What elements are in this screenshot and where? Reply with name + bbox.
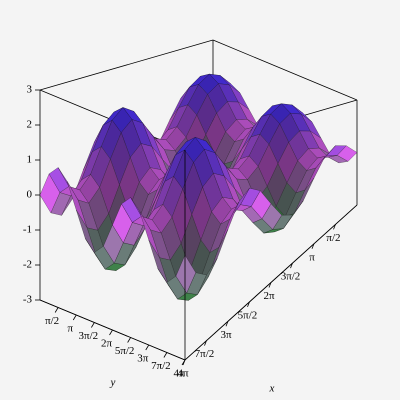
- x-tick-label: 3π: [220, 329, 232, 341]
- z-tick-label: -2: [23, 259, 32, 271]
- z-tick-label: 3: [27, 84, 33, 96]
- x-tick-label: 7π/2: [195, 348, 215, 360]
- y-tick-label: 4π: [173, 368, 185, 380]
- y-tick: [109, 329, 113, 336]
- y-tick-label: π/2: [45, 315, 59, 327]
- y-tick-label: 3π: [137, 353, 149, 365]
- y-tick-label: 3π/2: [79, 330, 99, 342]
- y-tick: [163, 352, 168, 358]
- y-tick: [127, 337, 131, 343]
- x-tick: [311, 243, 315, 249]
- z-tick-label: -3: [23, 294, 33, 306]
- y-tick-label: 2π: [101, 338, 113, 350]
- x-tick-label: 4π: [177, 368, 189, 380]
- x-axis-label: x: [269, 383, 275, 395]
- box-edge: [39, 39, 214, 91]
- z-tick-label: 2: [27, 119, 33, 131]
- y-tick: [72, 314, 77, 321]
- y-tick-label: π: [67, 323, 73, 335]
- z-tick-label: 1: [27, 154, 33, 166]
- x-tick-label: 2π: [263, 290, 275, 302]
- box-edge: [212, 39, 358, 101]
- x-tick-label: π: [309, 251, 315, 263]
- y-tick: [145, 344, 150, 351]
- y-tick-label: 5π/2: [115, 345, 135, 357]
- z-tick-label: 0: [27, 189, 33, 201]
- x-tick-label: 5π/2: [238, 309, 258, 321]
- x-tick: [204, 340, 207, 346]
- x-tick: [333, 224, 336, 230]
- y-tick: [54, 307, 59, 313]
- x-tick-label: π/2: [326, 232, 340, 244]
- y-axis-label: y: [110, 377, 116, 389]
- y-tick: [181, 359, 186, 366]
- x-tick: [225, 321, 229, 327]
- y-tick: [91, 322, 95, 328]
- x-tick: [268, 282, 272, 288]
- x-tick: [247, 301, 250, 308]
- x-tick-label: 3π/2: [281, 271, 301, 283]
- z-tick-label: -1: [23, 224, 32, 236]
- y-tick-label: 7π/2: [151, 360, 171, 372]
- x-tick: [290, 262, 293, 269]
